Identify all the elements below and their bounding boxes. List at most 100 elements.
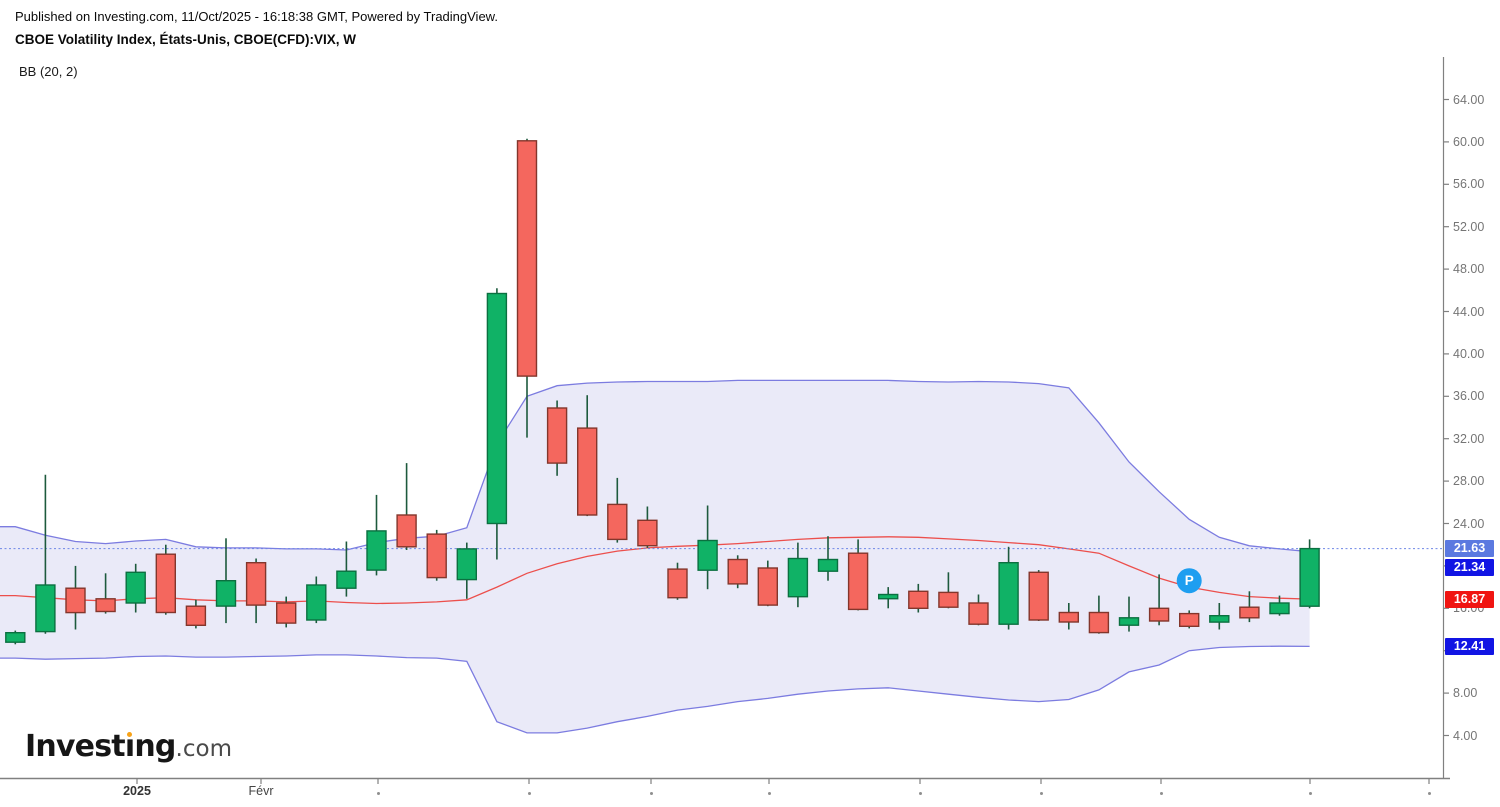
- candle: [1088, 595, 1110, 634]
- candle-body-down: [396, 514, 417, 548]
- y-axis-label: 8.00: [1453, 686, 1478, 701]
- candle: [276, 596, 297, 628]
- candle: [697, 505, 718, 590]
- x-axis-month-dot: [377, 792, 380, 795]
- logo-orange-dot-i: ı: [124, 729, 135, 764]
- y-axis-label: 40.00: [1453, 346, 1485, 361]
- candle-body-up: [306, 584, 327, 621]
- price-marker-icon: [1176, 568, 1202, 594]
- candle-body-down: [577, 427, 598, 516]
- candle-body-down: [95, 598, 116, 613]
- candle: [366, 494, 387, 576]
- candle: [817, 536, 839, 581]
- candle: [336, 541, 357, 597]
- candle-body-up: [456, 548, 477, 581]
- candle-body-down: [667, 568, 688, 599]
- candle-body-up: [1118, 617, 1140, 626]
- instrument-title: CBOE Volatility Index, États-Unis, CBOE(…: [15, 32, 357, 47]
- bollinger-lower-line: [0, 645, 1310, 734]
- candle: [787, 542, 809, 608]
- y-axis-label: 28.00: [1453, 474, 1485, 489]
- x-axis-label: 2025: [123, 784, 151, 798]
- candle-body-down: [847, 552, 869, 611]
- candle-body-down: [637, 519, 658, 547]
- x-axis-month-dot: [768, 792, 771, 795]
- candle-body-down: [1028, 571, 1049, 621]
- candle-body-down: [1148, 607, 1170, 622]
- candle-body-down: [757, 567, 778, 606]
- y-axis-label: 32.00: [1453, 431, 1485, 446]
- candle-body-up: [215, 580, 237, 607]
- candle: [757, 560, 778, 607]
- y-axis-label: 56.00: [1453, 177, 1485, 192]
- logo-dot-icon: [126, 732, 132, 737]
- x-axis-month-dot: [1160, 792, 1163, 795]
- price-badge-bb-upper: 21.34: [1445, 559, 1494, 577]
- candle-body-down: [276, 602, 297, 624]
- candle-body-down: [426, 533, 447, 579]
- published-line: Published on Investing.com, 11/Oct/2025 …: [15, 9, 498, 24]
- candle: [245, 558, 267, 624]
- candle-body-down: [908, 590, 929, 609]
- candle: [1239, 591, 1260, 623]
- x-axis-month-dot: [1428, 792, 1431, 795]
- candle-body-up: [998, 562, 1019, 625]
- candle: [546, 400, 568, 476]
- x-axis-month-dot: [919, 792, 922, 795]
- candle: [1118, 596, 1140, 632]
- candle-body-down: [245, 562, 267, 606]
- candle: [456, 542, 477, 599]
- logo-suffix-text: .com: [175, 736, 232, 762]
- x-axis-label: Févr: [248, 784, 274, 798]
- y-axis-label: 36.00: [1453, 389, 1485, 404]
- candle-body-down: [1058, 611, 1080, 623]
- candle-body-up: [817, 558, 839, 572]
- x-axis-month-dot: [1309, 792, 1312, 795]
- candle: [1148, 574, 1170, 626]
- candle: [878, 587, 899, 609]
- candle: [125, 563, 146, 613]
- candle-body-down: [607, 503, 628, 541]
- candle-body-up: [486, 292, 508, 525]
- y-axis-label: 52.00: [1453, 219, 1485, 234]
- candle: [1269, 595, 1290, 616]
- candle: [1299, 539, 1320, 609]
- x-axis-month-dot: [650, 792, 653, 795]
- candle: [65, 565, 86, 630]
- candle-body-up: [336, 570, 357, 589]
- candle: [306, 576, 327, 624]
- candle-body-up: [366, 530, 387, 571]
- candle: [155, 544, 177, 615]
- candle: [35, 474, 56, 634]
- candle: [95, 573, 116, 614]
- indicator-label: BB (20, 2): [19, 64, 78, 79]
- candle: [908, 583, 929, 613]
- candle: [607, 477, 628, 543]
- candle-body-down: [1088, 611, 1110, 634]
- candle: [1178, 610, 1200, 629]
- candle-body-up: [1269, 602, 1290, 615]
- candle: [847, 539, 869, 611]
- y-axis-label: 44.00: [1453, 304, 1485, 319]
- price-marker-label: P: [1185, 573, 1194, 588]
- y-axis-label: 24.00: [1453, 516, 1485, 531]
- candle-body-up: [1299, 547, 1320, 607]
- price-badge-last-price: 21.63: [1445, 540, 1494, 558]
- candle-body-up: [1209, 615, 1230, 623]
- price-badge-bb-lower: 12.41: [1445, 637, 1494, 655]
- candle-body-up: [878, 593, 899, 600]
- investing-logo: Investı ng.com: [25, 729, 232, 764]
- candle-body-up: [35, 584, 56, 633]
- candle: [968, 594, 989, 626]
- bollinger-upper-line: [0, 379, 1310, 553]
- candle-body-down: [155, 553, 177, 614]
- candle-body-down: [65, 587, 86, 614]
- candle: [1209, 603, 1230, 630]
- candle-body-down: [968, 602, 989, 625]
- price-badge-bb-basis: 16.87: [1445, 590, 1494, 608]
- candle-body-up: [697, 539, 718, 571]
- candle-body-up: [787, 557, 809, 598]
- candle: [516, 138, 538, 438]
